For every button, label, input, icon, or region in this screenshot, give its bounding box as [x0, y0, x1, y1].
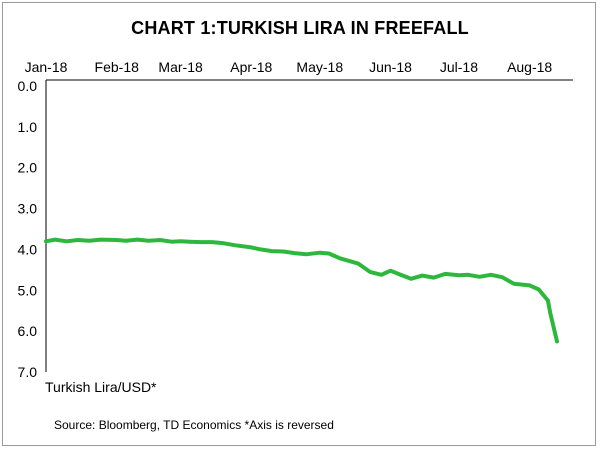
y-tick-label: 1.0 [18, 119, 38, 135]
y-axis-label: Turkish Lira/USD* [45, 379, 157, 395]
x-tick-label: Jan-18 [25, 59, 68, 75]
source-note: Source: Bloomberg, TD Economics *Axis is… [54, 418, 334, 432]
x-tick-label: Mar-18 [158, 59, 203, 75]
y-tick-label: 0.0 [18, 78, 38, 94]
y-tick-label: 5.0 [18, 282, 38, 298]
y-tick-label: 4.0 [18, 241, 38, 257]
y-tick-label: 6.0 [18, 323, 38, 339]
x-tick-label: Aug-18 [507, 59, 552, 75]
series-line [44, 237, 559, 344]
y-tick-label: 7.0 [18, 364, 38, 380]
chart-frame [2, 2, 596, 446]
chart-title: CHART 1:TURKISH LIRA IN FREEFALL [131, 18, 469, 38]
x-axis-tick-labels: Jan-18 Feb-18 Mar-18 Apr-18 May-18 Jun-18 Jul-… [25, 59, 553, 75]
x-tick-label: May-18 [296, 59, 343, 75]
y-axis-tick-labels: 0.0 1.0 2.0 3.0 4.0 5.0 6.0 7.0 [18, 78, 38, 380]
x-tick-label: Apr-18 [230, 59, 272, 75]
x-tick-label: Feb-18 [95, 59, 140, 75]
y-tick-label: 2.0 [18, 160, 38, 176]
y-tick-label: 3.0 [18, 201, 38, 217]
series-layer [44, 237, 559, 344]
x-tick-label: Jul-18 [440, 59, 478, 75]
x-tick-label: Jun-18 [369, 59, 412, 75]
